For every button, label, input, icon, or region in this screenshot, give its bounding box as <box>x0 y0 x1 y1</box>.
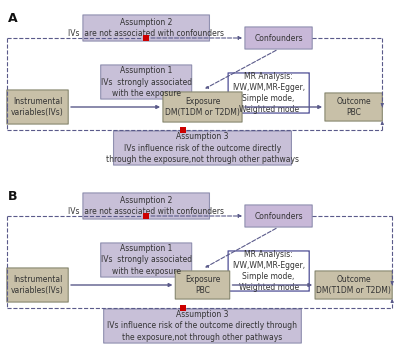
Text: Assumption 2
IVs  are not associated with confounders: Assumption 2 IVs are not associated with… <box>68 18 224 38</box>
FancyBboxPatch shape <box>114 131 292 165</box>
Text: A: A <box>8 12 18 25</box>
FancyBboxPatch shape <box>83 193 210 219</box>
Text: MR Analysis:
IVW,WM,MR-Egger,
Simple mode,
Weighted mode: MR Analysis: IVW,WM,MR-Egger, Simple mod… <box>232 250 305 292</box>
FancyBboxPatch shape <box>228 73 309 113</box>
Text: Assumption 1
IVs  strongly associated
with the exposure: Assumption 1 IVs strongly associated wit… <box>101 66 192 97</box>
FancyBboxPatch shape <box>175 271 230 299</box>
FancyBboxPatch shape <box>7 268 68 302</box>
FancyBboxPatch shape <box>315 271 392 299</box>
Bar <box>180 305 186 311</box>
FancyBboxPatch shape <box>325 93 382 121</box>
Text: Instrumental
variables(IVs): Instrumental variables(IVs) <box>11 275 64 295</box>
Text: B: B <box>8 190 18 203</box>
Text: Exposure
PBC: Exposure PBC <box>185 275 220 295</box>
Text: Exposure
DM(T1DM or T2DM): Exposure DM(T1DM or T2DM) <box>165 97 240 117</box>
Bar <box>143 213 149 219</box>
FancyBboxPatch shape <box>163 92 242 122</box>
Bar <box>143 35 149 41</box>
FancyBboxPatch shape <box>83 15 210 41</box>
Text: Outcome
DM(T1DM or T2DM): Outcome DM(T1DM or T2DM) <box>316 275 391 295</box>
Text: Instrumental
variables(IVs): Instrumental variables(IVs) <box>11 97 64 117</box>
Text: Assumption 1
IVs  strongly associated
with the exposure: Assumption 1 IVs strongly associated wit… <box>101 245 192 276</box>
Bar <box>180 127 186 133</box>
FancyBboxPatch shape <box>7 90 68 124</box>
Text: Assumption 2
IVs  are not associated with confounders: Assumption 2 IVs are not associated with… <box>68 196 224 216</box>
FancyBboxPatch shape <box>245 27 312 49</box>
Text: MR Analysis:
IVW,WM,MR-Egger,
Simple mode,
Weighted mode: MR Analysis: IVW,WM,MR-Egger, Simple mod… <box>232 72 305 114</box>
Text: Assumption 3
IVs influence risk of the outcome directly through
the exposure,not: Assumption 3 IVs influence risk of the o… <box>108 310 298 342</box>
Text: Assumption 3
IVs influence risk of the outcome directly
through the exposure,not: Assumption 3 IVs influence risk of the o… <box>106 132 299 164</box>
FancyBboxPatch shape <box>101 243 192 277</box>
FancyBboxPatch shape <box>104 309 301 343</box>
Text: Confounders: Confounders <box>254 34 303 42</box>
FancyBboxPatch shape <box>228 251 309 291</box>
Text: Outcome
PBC: Outcome PBC <box>336 97 371 117</box>
FancyBboxPatch shape <box>245 205 312 227</box>
Text: Confounders: Confounders <box>254 211 303 221</box>
FancyBboxPatch shape <box>101 65 192 99</box>
